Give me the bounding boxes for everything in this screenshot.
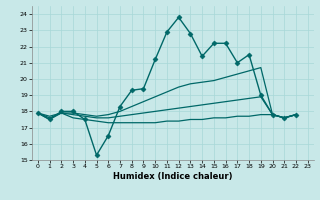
X-axis label: Humidex (Indice chaleur): Humidex (Indice chaleur) [113,172,233,181]
